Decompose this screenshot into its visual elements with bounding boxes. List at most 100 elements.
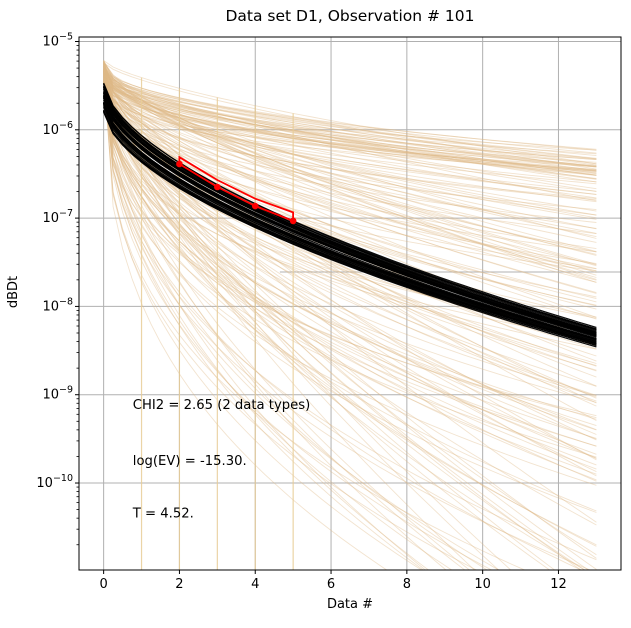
observed-marker <box>214 183 221 191</box>
prior-curve <box>103 59 597 238</box>
prior-curve <box>103 61 597 180</box>
x-tick-label: 8 <box>403 577 411 592</box>
prior-curve <box>103 70 597 201</box>
prior-curve <box>103 82 597 200</box>
plot-title: Data set D1, Observation # 101 <box>225 7 474 25</box>
prior-curve <box>103 78 597 163</box>
prior-curve <box>103 70 597 202</box>
prior-curve <box>103 74 597 281</box>
prior-curve <box>103 65 597 195</box>
prior-curve <box>103 62 597 170</box>
prior-curve <box>103 65 597 151</box>
x-tick-label: 12 <box>550 577 567 592</box>
prior-curve <box>103 81 597 561</box>
prior-curve <box>103 65 597 230</box>
prior-curve <box>103 78 597 455</box>
prior-curve <box>103 75 597 513</box>
prior-curve <box>103 76 597 570</box>
prior-curve <box>103 84 597 172</box>
prior-curve <box>103 64 597 161</box>
curves-layer <box>103 59 597 570</box>
prior-curve <box>103 71 597 294</box>
prior-curve <box>103 76 597 253</box>
prior-curve <box>103 74 597 176</box>
prior-curve <box>103 62 597 265</box>
y-tick-label: 10−7 <box>42 208 73 226</box>
prior-curve <box>103 63 597 402</box>
prior-curve <box>103 70 586 570</box>
prior-curve <box>103 67 597 280</box>
prior-curve <box>103 61 597 150</box>
prior-curve <box>103 71 597 512</box>
prior-curve <box>103 60 597 270</box>
x-tick-label: 6 <box>327 577 335 592</box>
y-tick-label: 10−10 <box>36 473 73 491</box>
prior-curve <box>103 82 597 172</box>
prior-curve <box>103 72 597 160</box>
prior-curve <box>103 74 597 350</box>
prior-curve <box>103 82 597 176</box>
prior-curve <box>103 82 586 570</box>
prior-curve <box>103 63 597 546</box>
annotation-chi2: CHI2 = 2.65 (2 data types) <box>133 398 310 413</box>
prior-curve <box>103 73 597 203</box>
prior-curve <box>103 66 597 160</box>
prior-curve <box>103 80 597 166</box>
prior-curve <box>103 77 597 235</box>
prior-curve <box>103 84 597 272</box>
prior-curve <box>103 66 597 466</box>
prior-curve <box>103 68 597 160</box>
prior-curve <box>103 82 583 570</box>
prior-curve <box>103 69 447 570</box>
prior-curve <box>103 64 597 447</box>
prior-curve <box>103 78 597 167</box>
prior-curve <box>103 60 597 216</box>
prior-curve <box>103 65 597 459</box>
prior-curve <box>103 75 597 267</box>
posterior-curve <box>103 110 597 348</box>
prior-curve <box>103 71 597 239</box>
prior-curve <box>103 64 597 255</box>
x-tick-label: 10 <box>474 577 491 592</box>
prior-curve <box>103 68 597 431</box>
prior-curve <box>103 70 597 404</box>
prior-curve <box>103 83 597 176</box>
y-tick-label: 10−9 <box>42 385 73 403</box>
posterior-curve <box>103 91 597 336</box>
y-tick-label: 10−6 <box>42 120 73 138</box>
x-tick-label: 0 <box>99 577 107 592</box>
prior-curve <box>103 66 597 192</box>
prior-curve <box>103 82 556 570</box>
prior-curve <box>103 60 597 165</box>
prior-curve <box>103 66 597 278</box>
prior-curve <box>103 72 597 486</box>
observed-marker <box>289 217 297 225</box>
prior-curve <box>103 74 424 570</box>
prior-curve <box>103 67 597 171</box>
observed-marker <box>251 202 259 210</box>
prior-curve <box>103 82 466 570</box>
prior-curve <box>103 84 597 283</box>
annotation-temperature: T = 4.52. <box>132 506 194 521</box>
prior-curve <box>103 67 597 435</box>
prior-curve <box>103 70 597 276</box>
posterior-curve <box>103 102 597 343</box>
prior-curve <box>103 70 597 419</box>
prior-curve <box>103 68 597 157</box>
prior-curve <box>103 65 597 151</box>
posterior-curve <box>103 86 597 334</box>
prior-curve <box>103 63 597 362</box>
prior-curve <box>103 77 597 299</box>
posterior-curve <box>103 105 597 344</box>
prior-curve <box>103 75 597 175</box>
prior-curve <box>103 66 597 168</box>
prior-curve <box>103 76 597 477</box>
prior-curve <box>103 81 597 174</box>
prior-curve <box>103 68 597 159</box>
prior-curve <box>103 78 597 399</box>
prior-curve <box>103 73 597 253</box>
prior-curve <box>103 71 597 190</box>
prior-curve <box>103 65 597 265</box>
prior-curve <box>103 73 423 570</box>
